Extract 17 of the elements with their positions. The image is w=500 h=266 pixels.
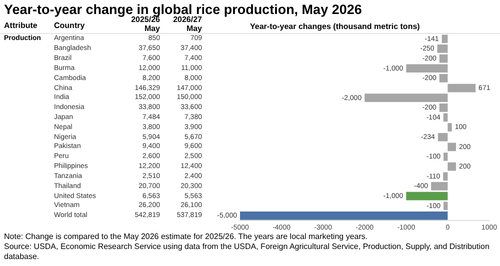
text: Attribute <box>4 21 38 30</box>
source-note: Source: USDA, Economic Research Service using data from the USDA, Foreign Agricultural Service, Production, Supply, and Distribution database. <box>4 242 490 262</box>
text: Note: Change is compared to the May 2026 estimate for 2025/26. The years are local marketing years. <box>4 232 369 242</box>
bar <box>448 162 456 171</box>
x-tick-label: 2026/27 May <box>173 15 202 33</box>
bar <box>444 152 448 161</box>
bar <box>448 142 456 152</box>
chart-title: Year-to-year change in global rice production, May 2026 <box>4 2 362 17</box>
y-axis-title: Country <box>54 21 85 30</box>
bar <box>448 123 452 132</box>
bar <box>444 202 448 210</box>
bar <box>448 84 476 92</box>
bar <box>438 132 448 142</box>
x-tick-label: 2025/26 May <box>131 15 160 33</box>
chart-title: Year-to-year changes (thousand metric tons) <box>250 22 420 31</box>
bar <box>240 212 448 220</box>
bar <box>406 192 448 200</box>
